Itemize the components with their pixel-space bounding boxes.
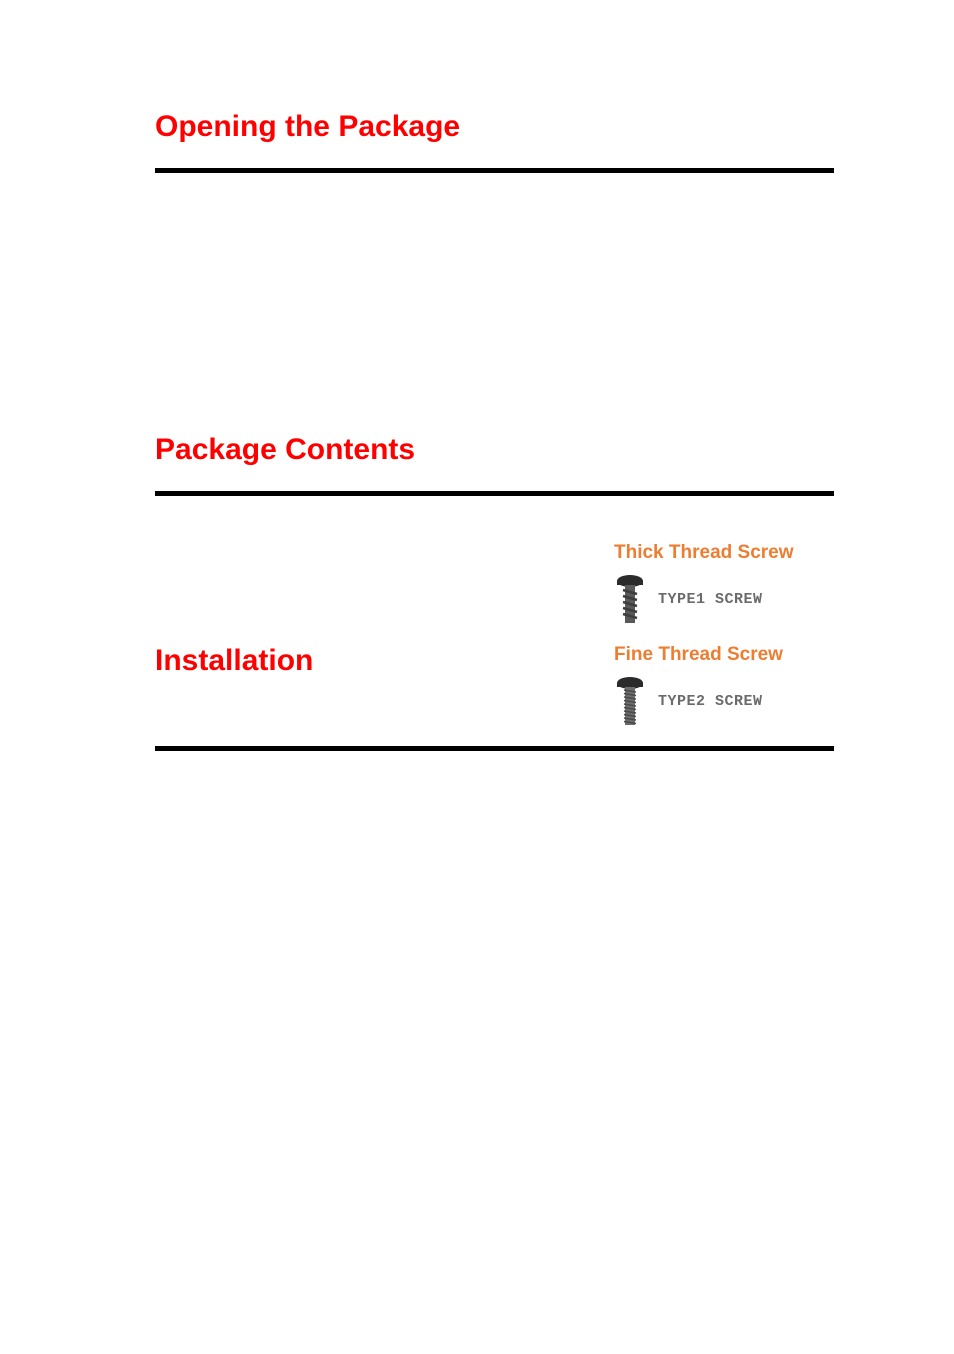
section-divider [155, 168, 834, 173]
section-divider [155, 746, 834, 751]
opening-the-package-heading: Opening the Package [155, 110, 834, 144]
thick-thread-screw-title: Thick Thread Screw [614, 542, 834, 564]
spacer [155, 193, 834, 433]
thick-thread-screw-icon [614, 574, 646, 626]
section-divider [155, 491, 834, 496]
document-page: Opening the Package Package Contents Thi… [0, 0, 954, 831]
spacer [155, 516, 834, 534]
fine-thread-screw-icon [614, 676, 646, 728]
screw-types-figure: Thick Thread Screw TYPE1 SCREW Fi [614, 542, 834, 746]
thick-thread-type-label: TYPE1 SCREW [658, 591, 763, 608]
thick-thread-screw-row: TYPE1 SCREW [614, 574, 834, 626]
fine-thread-screw-block: Fine Thread Screw [614, 644, 834, 728]
package-contents-heading: Package Contents [155, 433, 834, 467]
fine-thread-screw-row: TYPE2 SCREW [614, 676, 834, 728]
thick-thread-screw-block: Thick Thread Screw TYPE1 SCREW [614, 542, 834, 626]
fine-thread-screw-title: Fine Thread Screw [614, 644, 834, 666]
fine-thread-type-label: TYPE2 SCREW [658, 693, 763, 710]
